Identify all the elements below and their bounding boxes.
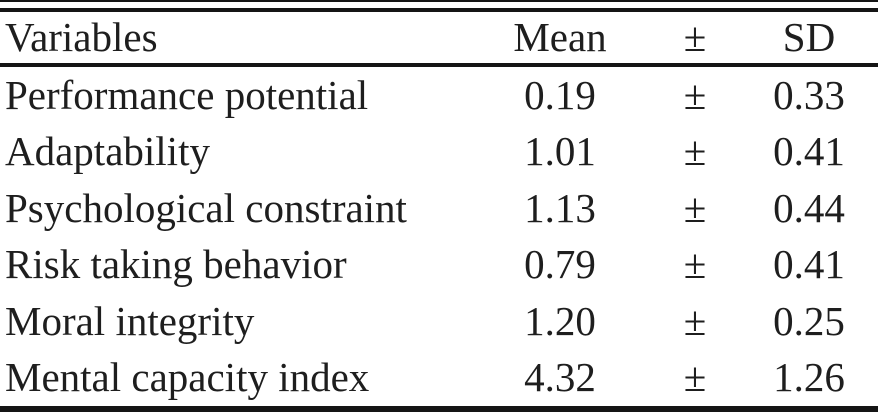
table-row: Psychological constraint 1.13 ± 0.44: [0, 180, 878, 237]
variable-label: Risk taking behavior: [5, 241, 347, 288]
plus-minus-symbol: ±: [683, 354, 707, 401]
table-top-hairline: [0, 0, 878, 2]
mean-value: 1.20: [524, 297, 596, 344]
sd-value: 0.41: [773, 128, 845, 175]
plus-minus-symbol: ±: [683, 128, 707, 175]
column-header-variables: Variables: [5, 14, 158, 60]
table-header-row: Variables Mean ± SD: [0, 12, 878, 67]
sd-value: 0.25: [773, 297, 845, 344]
plus-minus-symbol: ±: [683, 71, 707, 118]
variable-label: Performance potential: [5, 71, 369, 118]
sd-value: 0.41: [773, 241, 845, 288]
sd-value: 0.44: [773, 184, 845, 231]
descriptive-statistics-table: Variables Mean ± SD Performance potentia…: [0, 8, 878, 412]
plus-minus-symbol: ±: [683, 184, 707, 231]
plus-minus-symbol: ±: [683, 297, 707, 344]
variable-label: Psychological constraint: [5, 184, 407, 231]
mean-value: 0.19: [524, 71, 596, 118]
table-row: Performance potential 0.19 ± 0.33: [0, 67, 878, 124]
sd-value: 0.33: [773, 71, 845, 118]
sd-value: 1.26: [773, 354, 845, 401]
variable-label: Mental capacity index: [5, 354, 370, 401]
column-header-plus-minus: ±: [683, 14, 707, 60]
table-row: Moral integrity 1.20 ± 0.25: [0, 293, 878, 350]
plus-minus-symbol: ±: [683, 241, 707, 288]
mean-value: 1.13: [524, 184, 596, 231]
mean-value: 0.79: [524, 241, 596, 288]
column-header-mean: Mean: [513, 14, 607, 60]
mean-value: 4.32: [524, 354, 596, 401]
mean-value: 1.01: [524, 128, 596, 175]
table-row: Mental capacity index 4.32 ± 1.26: [0, 350, 878, 407]
variable-label: Adaptability: [5, 128, 210, 175]
table-row: Risk taking behavior 0.79 ± 0.41: [0, 237, 878, 294]
variable-label: Moral integrity: [5, 297, 255, 344]
column-header-sd: SD: [782, 14, 836, 60]
table-row: Adaptability 1.01 ± 0.41: [0, 124, 878, 181]
